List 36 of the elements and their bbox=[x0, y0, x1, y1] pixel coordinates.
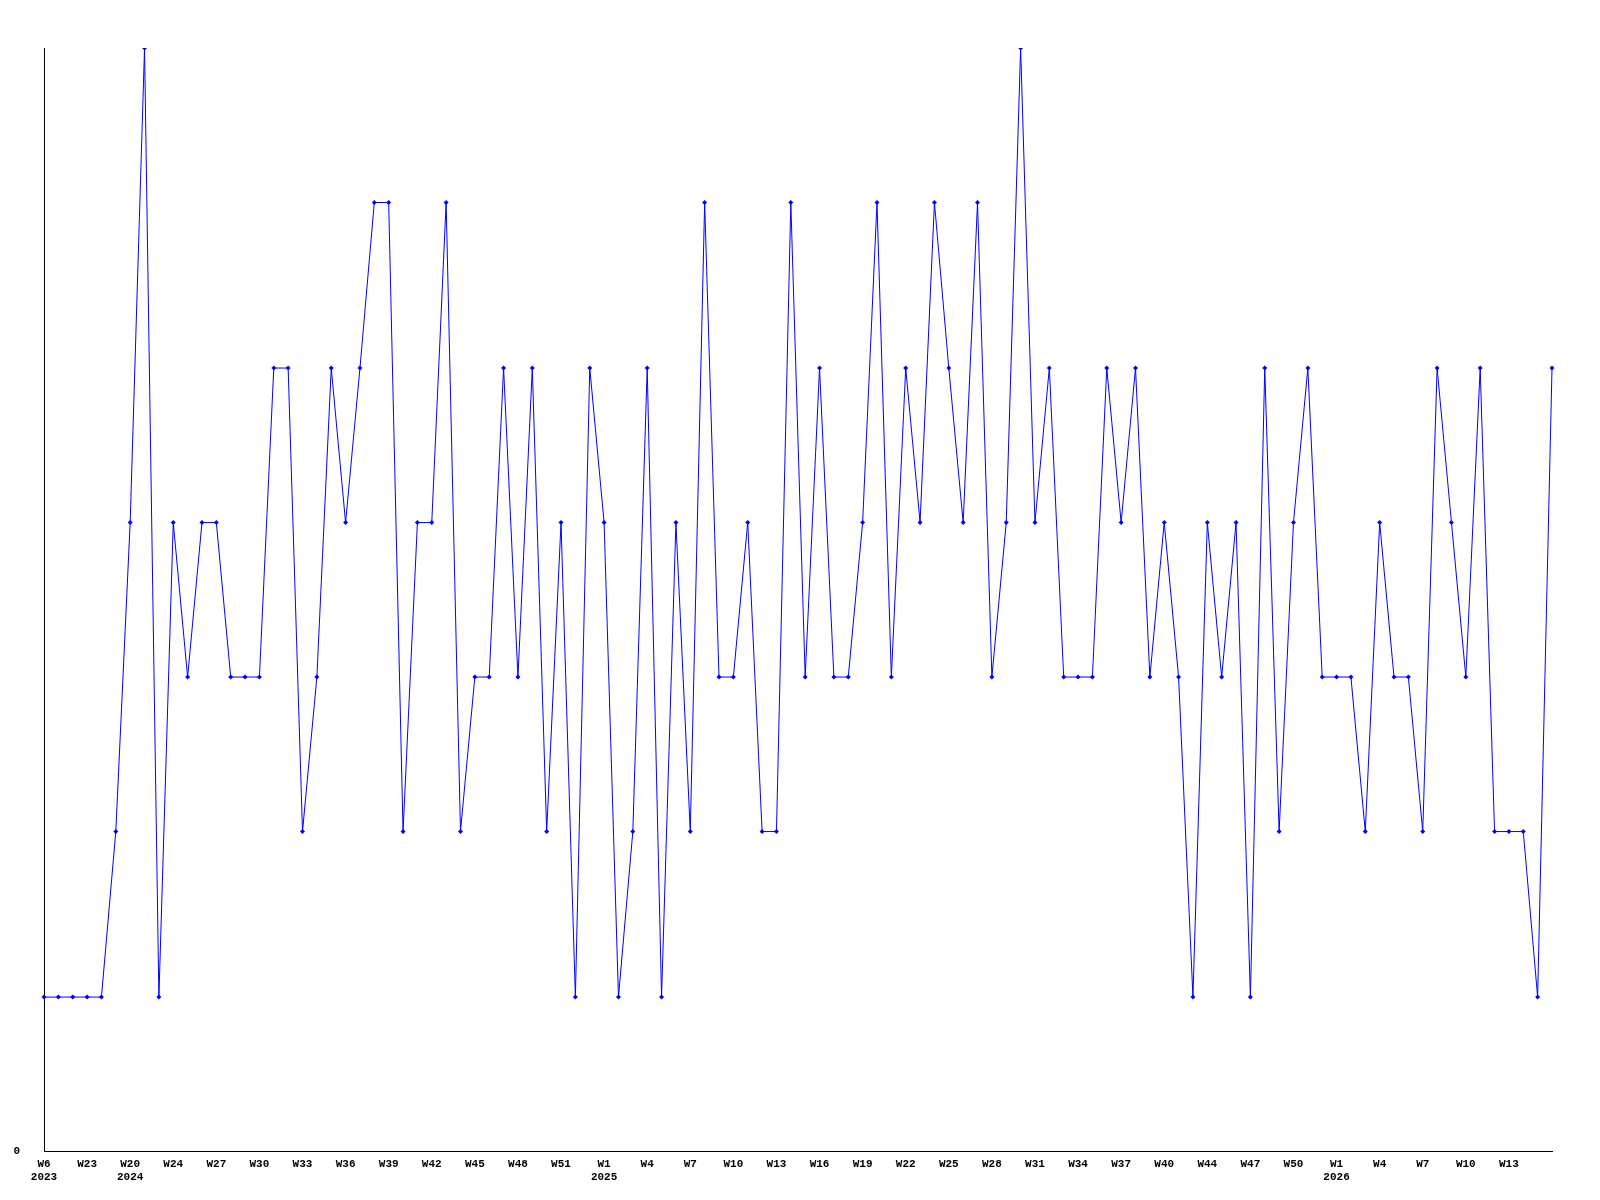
x-tick-label: W22 bbox=[895, 1157, 916, 1170]
x-tick-label: W47 bbox=[1240, 1157, 1261, 1170]
x-tick-label: W13 bbox=[766, 1157, 787, 1170]
x-tick-label: W7 bbox=[683, 1157, 697, 1170]
x-tick-label: W13 bbox=[1499, 1157, 1520, 1170]
x-tick-label: W25 bbox=[938, 1157, 960, 1170]
x-tick-label: W4 bbox=[640, 1157, 655, 1170]
x-tick-label: W44 bbox=[1197, 1157, 1218, 1170]
x-tick-label: W28 bbox=[981, 1157, 1003, 1170]
x-tick-label: W33 bbox=[292, 1157, 313, 1170]
text: 0 bbox=[13, 1145, 20, 1158]
x-tick-label: W39 bbox=[378, 1157, 399, 1170]
x-tick-label: W24 bbox=[163, 1157, 184, 1170]
x-tick-label: W1 2025 bbox=[590, 1157, 618, 1184]
x-tick-label: W10 bbox=[723, 1157, 744, 1170]
x-tick-label: W40 bbox=[1154, 1157, 1175, 1170]
x-tick-label: W34 bbox=[1068, 1157, 1089, 1170]
x-tick-label: W31 bbox=[1025, 1157, 1046, 1170]
x-tick-label: W48 bbox=[508, 1157, 529, 1170]
x-tick-label: W36 bbox=[335, 1157, 356, 1170]
x-tick-label: W19 bbox=[852, 1157, 873, 1170]
x-tick-label: W30 bbox=[249, 1157, 270, 1170]
x-tick-label: W27 bbox=[206, 1157, 227, 1170]
x-tick-label: W6 2023 bbox=[30, 1157, 58, 1184]
x-tick-label: W42 bbox=[421, 1157, 442, 1170]
x-tick-label: W16 bbox=[809, 1157, 830, 1170]
x-tick-label: W20 2024 bbox=[116, 1157, 144, 1184]
x-tick-label: W1 2026 bbox=[1323, 1157, 1350, 1184]
x-tick-label: W23 bbox=[77, 1157, 98, 1170]
x-tick-label: W50 bbox=[1283, 1157, 1304, 1170]
x-tick-label: W45 bbox=[464, 1157, 486, 1170]
x-tick-label: W37 bbox=[1111, 1157, 1132, 1170]
x-tick-label: W51 bbox=[551, 1157, 572, 1170]
x-tick-label: W4 bbox=[1373, 1157, 1387, 1170]
x-tick-label: W7 bbox=[1416, 1157, 1430, 1170]
x-tick-label: W10 bbox=[1455, 1157, 1476, 1170]
